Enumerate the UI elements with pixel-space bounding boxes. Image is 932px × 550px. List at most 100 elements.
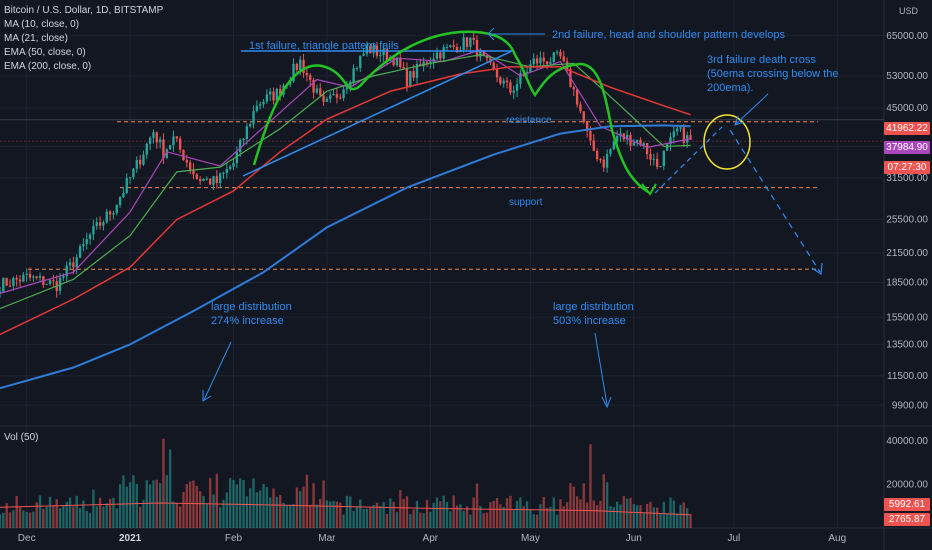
symbol-label[interactable]: Bitcoin / U.S. Dollar, 1D, BITSTAMP — [4, 5, 164, 16]
volume-bar — [479, 505, 482, 528]
candle-body — [502, 80, 505, 84]
candle-body — [465, 37, 469, 47]
candle-body — [589, 130, 592, 141]
volume-bar — [602, 474, 605, 528]
candle-body — [0, 291, 2, 293]
candle-body — [312, 79, 315, 93]
candle-body — [262, 101, 265, 105]
candle-body — [549, 62, 552, 65]
volume-bar — [565, 502, 569, 528]
volume-bar — [475, 483, 479, 528]
ema50-legend[interactable]: EMA (50, close, 0) — [4, 47, 86, 58]
death-cross-pointer — [735, 93, 769, 125]
volume-bar — [25, 511, 28, 528]
volume-bar — [292, 504, 295, 528]
volume-bar — [115, 508, 118, 528]
volume-tick-label: 40000.00 — [886, 436, 928, 447]
candle-body — [222, 172, 225, 174]
volume-bar — [385, 513, 389, 528]
volume-bar — [112, 497, 115, 528]
volume-bar — [172, 501, 175, 528]
candle-body — [365, 45, 369, 54]
volume-bar — [639, 505, 642, 528]
volume-bar — [279, 494, 282, 528]
candle-body — [125, 178, 128, 193]
volume-bar — [532, 514, 535, 528]
candle-body — [342, 89, 345, 99]
volume-bar — [339, 502, 342, 528]
candle-body — [249, 124, 252, 127]
volume-bar — [132, 475, 135, 528]
candle-body — [532, 58, 535, 65]
candle-body — [22, 274, 25, 282]
candle-body — [492, 62, 495, 69]
volume-bar — [485, 512, 489, 528]
candle-body — [425, 61, 429, 65]
volume-bar — [395, 512, 399, 528]
volume-bar — [22, 510, 25, 528]
volume-bar — [162, 438, 165, 528]
volume-bar — [58, 508, 62, 528]
volume-bars — [0, 438, 692, 528]
volume-bar — [322, 480, 325, 528]
ma10-legend[interactable]: MA (10, close, 0) — [4, 19, 80, 30]
volume-bar — [352, 511, 355, 528]
candle-body — [188, 162, 192, 170]
candle-body — [575, 89, 579, 105]
volume-bar — [285, 505, 289, 528]
y-tick-label: 15500.00 — [886, 312, 928, 323]
series-line-4 — [0, 124, 691, 390]
candle-body — [122, 192, 125, 198]
volume-bar — [599, 500, 602, 528]
volume-bar — [42, 508, 45, 528]
candle-body — [625, 134, 629, 140]
candle-body — [335, 94, 339, 98]
volume-bar — [75, 495, 78, 528]
candle-body — [632, 142, 635, 146]
candle-body — [309, 75, 312, 80]
volume-bar — [325, 500, 329, 528]
volume-bar — [8, 512, 12, 528]
volume-bar — [402, 498, 405, 528]
candle-body — [148, 137, 152, 144]
volume-bar — [682, 502, 686, 528]
ema200-legend[interactable]: EMA (200, close, 0) — [4, 61, 92, 72]
candle-body — [445, 46, 449, 48]
head-shoulder-arc-1 — [252, 30, 517, 166]
candle-body — [599, 159, 602, 161]
candle-body — [409, 71, 412, 87]
volume-bar — [208, 478, 212, 528]
volume-bar — [235, 484, 239, 528]
volume-bar — [82, 500, 85, 528]
volume-bar — [655, 507, 659, 528]
x-tick-label: Aug — [828, 533, 846, 544]
volume-bar — [142, 499, 145, 528]
candle-body — [615, 136, 619, 142]
volume-bar — [359, 499, 362, 528]
volume-bar — [389, 498, 392, 528]
volume-bar — [615, 501, 619, 528]
ma21-legend[interactable]: MA (21, close) — [4, 33, 68, 44]
candle-body — [205, 178, 208, 180]
volume-bar — [642, 512, 645, 528]
volume-bar — [572, 486, 575, 528]
candle-body — [345, 86, 349, 90]
candle-body — [38, 276, 42, 278]
candle-body — [555, 51, 559, 53]
volume-bar — [522, 506, 525, 528]
candle-body — [28, 273, 32, 278]
candle-body — [649, 153, 652, 160]
distribution-2-arrow — [594, 332, 608, 406]
volume-bar — [652, 507, 655, 528]
volume-bar — [432, 502, 435, 528]
distribution-2-line2: 503% increase — [553, 315, 626, 327]
volume-bar — [218, 507, 222, 528]
volume-bar — [12, 510, 15, 528]
death-cross-pointer-head — [734, 115, 745, 126]
volume-bar — [2, 512, 5, 528]
candle-body — [495, 68, 499, 78]
volume-legend[interactable]: Vol (50) — [4, 432, 39, 443]
volume-bar — [122, 475, 125, 528]
resistance-price-tag: 41962.22 — [884, 122, 930, 135]
